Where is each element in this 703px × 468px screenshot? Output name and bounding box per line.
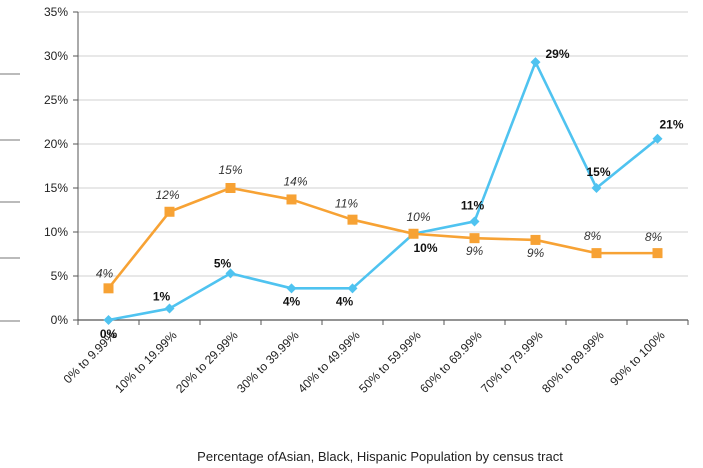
y-tick-label: 10% [44,225,68,239]
data-point-blue [286,283,297,294]
series-line-orange [107,186,658,290]
data-point-blue [469,216,480,227]
x-tick-label: 10% to 19.99% [112,328,180,396]
gridlines [78,11,688,277]
y-tick-label: 30% [44,49,68,63]
data-point-blue [652,133,663,144]
data-label-orange: 4% [96,266,114,280]
y-tick-label: 0% [51,313,69,327]
y-tick-label: 25% [44,93,68,107]
series-group [103,57,663,325]
y-tick-label: 20% [44,137,68,151]
data-label-blue: 4% [336,294,354,308]
data-point-orange [469,233,480,244]
x-tick-label: 50% to 59.99% [356,328,424,396]
data-label-orange: 9% [527,246,545,260]
data-label-blue: 11% [461,198,485,212]
data-point-orange [591,248,602,259]
data-label-blue: 21% [659,118,683,132]
data-label-orange: 15% [218,163,242,177]
data-label-orange: 9% [466,244,484,258]
data-point-orange [652,248,663,259]
y-axis-ticks: 0% 5% 10% 15% 20% 25% 30% 35% [44,5,68,327]
x-tick-label: 80% to 89.99% [539,328,607,396]
y-tick-label: 35% [44,5,68,19]
data-label-orange: 8% [584,229,602,243]
data-label-blue: 10% [413,241,437,255]
data-point-orange [347,214,358,225]
x-tick-label: 60% to 69.99% [417,328,485,396]
data-label-orange: 10% [406,210,430,224]
x-tick-label: 90% to 100% [607,328,668,389]
data-label-blue: 29% [545,47,569,61]
data-point-blue [103,315,114,325]
data-labels: 0% 1% 5% 4% 4% 10% 11% 29% 15% 21% 4% 12% 15% 14% 11% 1… [96,47,684,341]
data-label-orange: 8% [645,230,663,244]
data-point-blue [530,57,541,68]
data-point-orange [225,183,236,193]
x-tick-label: 40% to 49.99% [295,328,363,396]
data-label-blue: 15% [586,165,610,179]
data-point-orange [164,206,175,217]
data-point-blue [164,303,175,314]
data-label-orange: 14% [283,174,307,188]
data-label-orange: 12% [155,188,179,202]
data-point-orange [530,234,541,245]
data-label-blue: 4% [283,294,301,308]
y-tick-label: 15% [44,181,68,195]
data-label-orange: 11% [335,197,358,211]
x-axis-ticks: 0% to 9.99%10% to 19.99%20% to 29.99%30%… [61,328,668,396]
x-axis-title: Percentage ofAsian, Black, Hispanic Popu… [197,449,563,464]
data-label-blue: 0% [100,327,118,341]
series-line-blue [108,60,659,322]
y-tick-label: 5% [51,269,69,283]
data-point-orange [103,283,114,294]
data-point-orange [286,194,297,205]
data-point-orange [408,228,419,239]
x-tick-label: 30% to 39.99% [234,328,302,396]
x-tick-label: 20% to 29.99% [173,328,241,396]
data-label-blue: 5% [214,256,232,270]
data-point-blue [225,268,236,279]
data-point-blue [591,183,602,193]
axes [0,11,689,325]
x-tick-label: 70% to 79.99% [478,328,546,396]
data-label-blue: 1% [153,290,171,304]
data-point-blue [347,283,358,294]
